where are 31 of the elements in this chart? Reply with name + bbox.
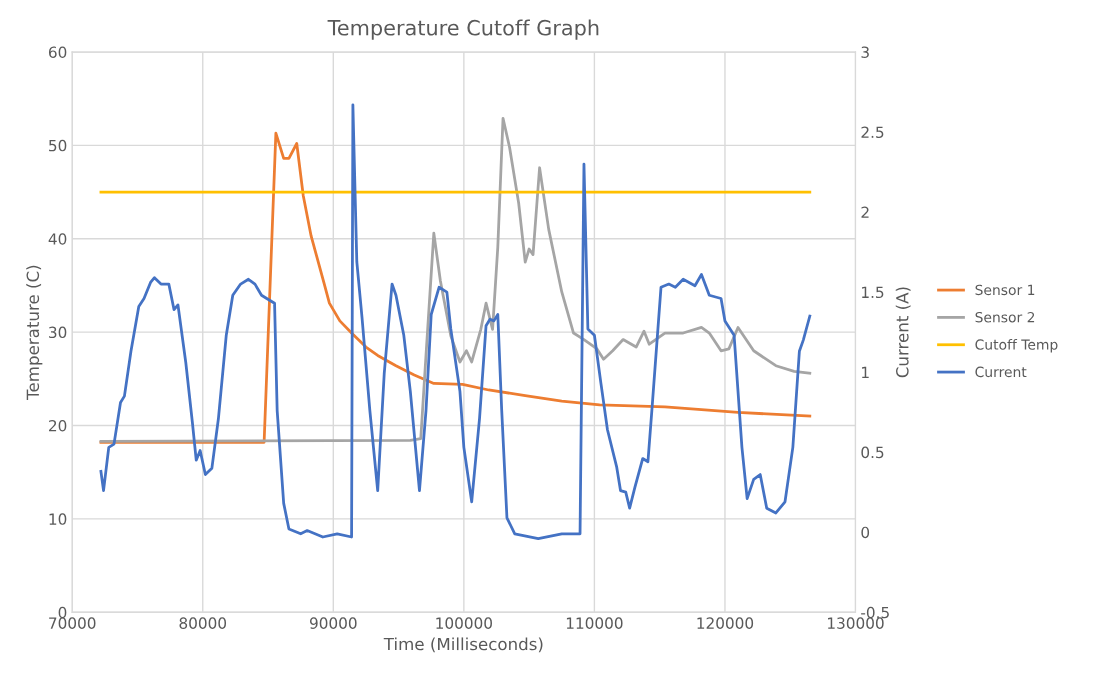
legend-label: Sensor 2 [975, 311, 1035, 323]
line-series [99, 103, 812, 540]
y-tick-label: 0 [58, 606, 67, 619]
y-axis-title: Temperature (C) [26, 265, 43, 400]
legend-label: Sensor 1 [975, 284, 1035, 296]
x-tick-label: 110000 [566, 617, 623, 629]
y2-tick-label: 0 [861, 526, 870, 539]
x-tick-label: 80000 [179, 617, 227, 629]
y-tick-label: 10 [49, 513, 67, 525]
y2-tick-label: -0.5 [861, 606, 889, 619]
y2-axis-title: Current (A) [895, 287, 911, 378]
y-tick-label: 40 [48, 233, 67, 245]
y2-tick-label: 2 [861, 206, 869, 218]
legend-label: Cutoff Temp [975, 339, 1058, 353]
x-tick-label: 90000 [309, 617, 357, 629]
chart-title: Temperature Cutoff Graph [327, 19, 599, 40]
y-tick-label: 50 [49, 139, 67, 152]
x-tick-label: 120000 [697, 617, 754, 629]
x-axis-title: Time (Milliseconds) [383, 637, 543, 653]
y2-tick-label: 1 [862, 366, 869, 378]
y-tick-label: 20 [49, 419, 67, 432]
x-tick-label: 70000 [49, 617, 96, 629]
y2-tick-label: 0.5 [861, 446, 884, 459]
legend-label: Current [975, 366, 1027, 378]
x-tick-label: 100000 [436, 617, 492, 629]
y-tick-label: 60 [48, 46, 67, 58]
x-tick-label: 130000 [828, 617, 884, 629]
y2-tick-label: 3 [861, 46, 869, 58]
y2-tick-label: 1.5 [862, 286, 884, 299]
y2-tick-label: 2.5 [861, 126, 884, 139]
y-tick-label: 30 [49, 326, 67, 339]
